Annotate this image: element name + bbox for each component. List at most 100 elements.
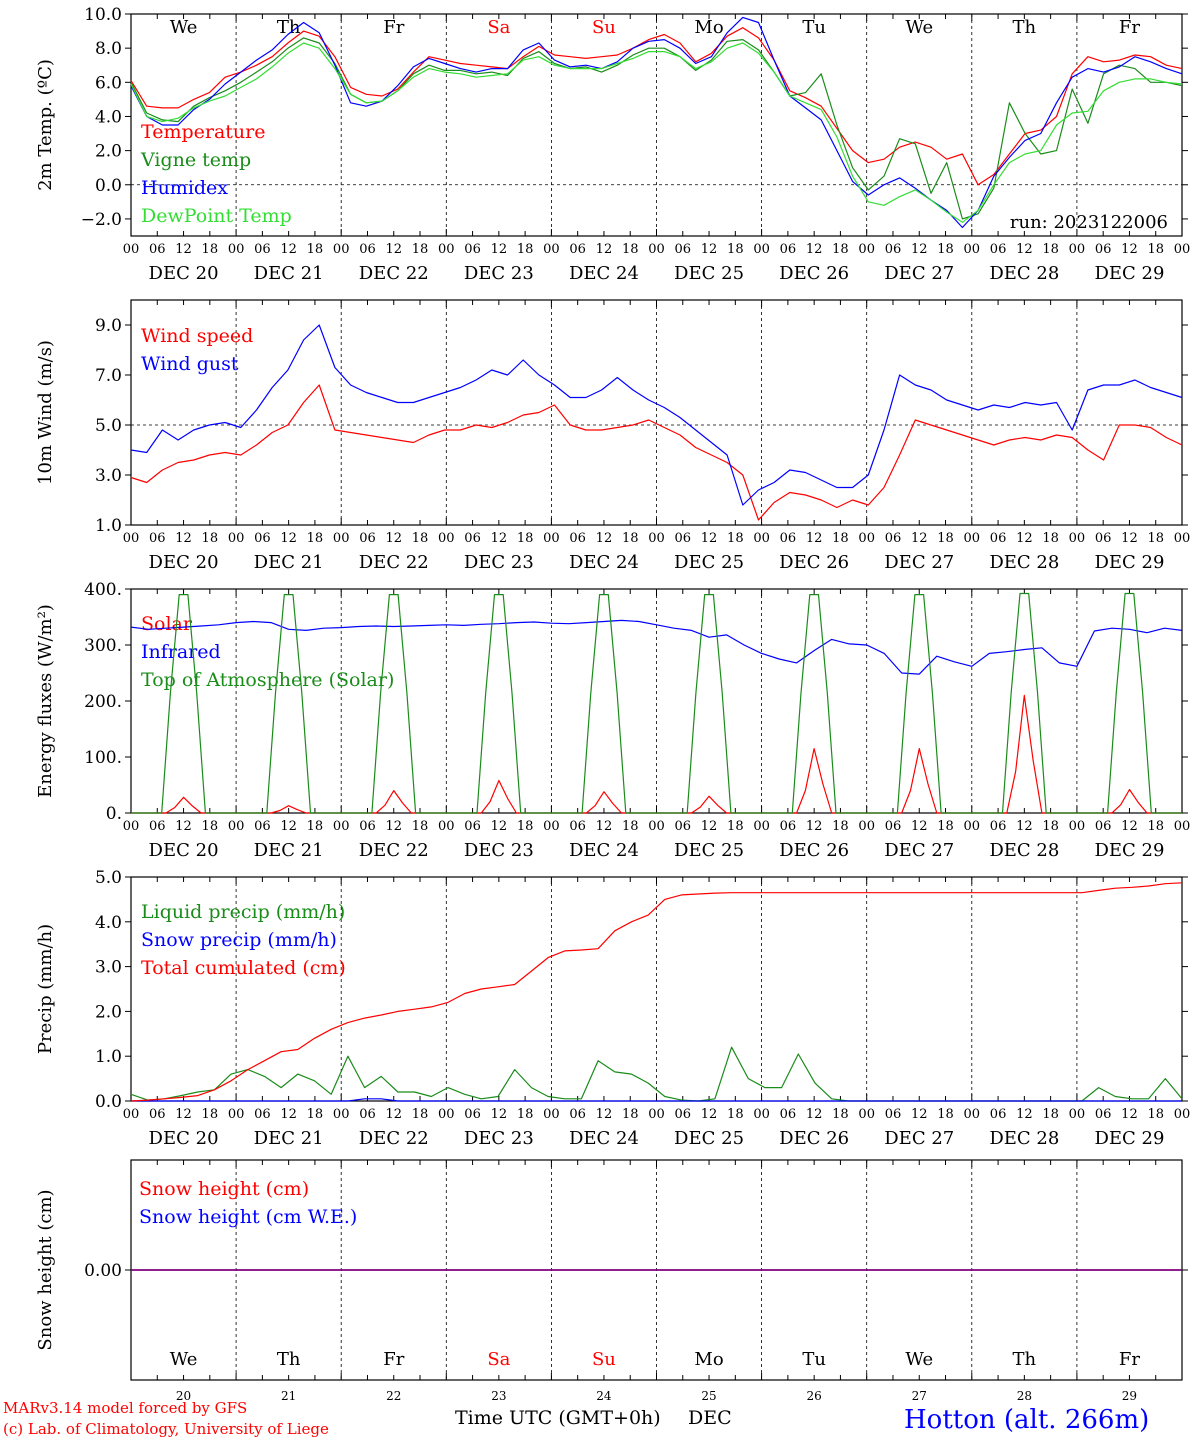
day-label: DEC 22 bbox=[359, 552, 429, 573]
day-label: DEC 24 bbox=[569, 840, 639, 861]
hour-tick-label: 00 bbox=[1069, 1107, 1086, 1122]
hour-tick-label: 00 bbox=[648, 819, 665, 834]
weekday-label: We bbox=[170, 1349, 198, 1370]
hour-tick-label: 00 bbox=[648, 242, 665, 257]
y-tick-label: 200. bbox=[84, 692, 122, 712]
day-label: DEC 28 bbox=[989, 263, 1059, 284]
day-label: DEC 22 bbox=[359, 1128, 429, 1149]
hour-tick-label: 00 bbox=[648, 1107, 665, 1122]
legend-entry: Humidex bbox=[141, 177, 228, 199]
hour-tick-label: 18 bbox=[1147, 819, 1164, 834]
day-label: DEC 25 bbox=[674, 1128, 744, 1149]
hour-tick-label: 00 bbox=[228, 242, 245, 257]
plot-frame bbox=[130, 588, 1183, 814]
y-tick-label: 3.0 bbox=[95, 958, 122, 978]
y-tick-label: 1.0 bbox=[95, 516, 122, 536]
day-label: DEC 28 bbox=[989, 1128, 1059, 1149]
weekday-label: We bbox=[905, 1349, 933, 1370]
weekday-label: Su bbox=[592, 1349, 616, 1370]
hour-tick-label: 12 bbox=[1121, 242, 1138, 257]
hour-tick-label: 06 bbox=[885, 1107, 902, 1122]
hour-tick-label: 12 bbox=[911, 819, 928, 834]
hour-tick-label: 06 bbox=[464, 819, 481, 834]
day-number-label: 26 bbox=[807, 1389, 822, 1403]
hour-tick-label: 06 bbox=[675, 1107, 692, 1122]
hour-tick-label: 12 bbox=[1016, 819, 1033, 834]
hour-tick-label: 18 bbox=[412, 1107, 429, 1122]
y-tick-label: 0.0 bbox=[95, 176, 122, 196]
hour-tick-label: 12 bbox=[491, 1107, 508, 1122]
hour-tick-label: 06 bbox=[254, 242, 271, 257]
hour-tick-label: 06 bbox=[464, 531, 481, 546]
hour-tick-label: 06 bbox=[149, 242, 166, 257]
hour-tick-label: 18 bbox=[517, 531, 534, 546]
hour-tick-label: 00 bbox=[1174, 1107, 1191, 1122]
day-label: DEC 22 bbox=[359, 840, 429, 861]
hour-tick-label: 18 bbox=[1147, 531, 1164, 546]
hour-tick-label: 12 bbox=[1016, 1107, 1033, 1122]
hour-tick-label: 18 bbox=[1147, 242, 1164, 257]
series-line-total-cumulated-cm- bbox=[130, 882, 1183, 1102]
y-tick-label: 7.0 bbox=[95, 366, 122, 386]
y-tick-label: 0.0 bbox=[95, 1092, 122, 1112]
day-label: DEC 29 bbox=[1094, 552, 1164, 573]
hour-tick-label: 12 bbox=[806, 242, 823, 257]
hour-tick-label: 06 bbox=[1095, 242, 1112, 257]
y-tick-label: 100. bbox=[84, 748, 122, 768]
hour-tick-label: 00 bbox=[438, 819, 455, 834]
hour-tick-label: 00 bbox=[1174, 531, 1191, 546]
series-line-top-of-atmosphere-solar- bbox=[131, 592, 1182, 814]
hour-tick-label: 18 bbox=[1042, 819, 1059, 834]
hour-tick-label: 00 bbox=[1069, 242, 1086, 257]
series-line-snow-precip-mm-h- bbox=[131, 1098, 1182, 1102]
hour-tick-label: 12 bbox=[280, 819, 297, 834]
hour-tick-label: 18 bbox=[1042, 1107, 1059, 1122]
day-label: DEC 24 bbox=[569, 263, 639, 284]
y-tick-label: 9.0 bbox=[95, 316, 122, 336]
hour-tick-label: 00 bbox=[438, 242, 455, 257]
hour-tick-label: 06 bbox=[990, 242, 1007, 257]
day-label: DEC 26 bbox=[779, 1128, 849, 1149]
hour-tick-label: 00 bbox=[123, 531, 140, 546]
hour-tick-label: 00 bbox=[543, 819, 560, 834]
weekday-label: Th bbox=[1013, 1349, 1037, 1370]
hour-tick-label: 18 bbox=[412, 531, 429, 546]
hour-tick-label: 06 bbox=[149, 531, 166, 546]
y-tick-label: 400. bbox=[84, 580, 122, 600]
day-label: DEC 25 bbox=[674, 552, 744, 573]
hour-tick-label: 18 bbox=[622, 819, 639, 834]
hour-tick-label: 18 bbox=[727, 242, 744, 257]
hour-tick-label: 06 bbox=[464, 1107, 481, 1122]
y-tick-label: 5.0 bbox=[95, 416, 122, 436]
hour-tick-label: 06 bbox=[359, 1107, 376, 1122]
hour-tick-label: 18 bbox=[727, 819, 744, 834]
hour-tick-label: 00 bbox=[858, 242, 875, 257]
weekday-label: Mo bbox=[694, 1349, 723, 1370]
y-tick-label: 4.0 bbox=[95, 107, 122, 127]
weekday-label: Sa bbox=[487, 1349, 510, 1370]
hour-tick-label: 00 bbox=[858, 1107, 875, 1122]
footer-model-text: MARv3.14 model forced by GFS bbox=[3, 1399, 247, 1417]
hour-tick-label: 18 bbox=[937, 819, 954, 834]
y-tick-label: 0. bbox=[106, 804, 122, 824]
hour-tick-label: 18 bbox=[622, 1107, 639, 1122]
hour-tick-label: 18 bbox=[517, 242, 534, 257]
station-name: Hotton (alt. 266m) bbox=[904, 1405, 1149, 1435]
day-label: DEC 23 bbox=[464, 552, 534, 573]
day-label: DEC 21 bbox=[254, 263, 324, 284]
y-tick-label: 3.0 bbox=[95, 466, 122, 486]
day-label: DEC 27 bbox=[884, 263, 954, 284]
plot-frame bbox=[130, 299, 1183, 526]
hour-tick-label: 12 bbox=[806, 531, 823, 546]
hour-tick-label: 18 bbox=[832, 819, 849, 834]
hour-tick-label: 12 bbox=[175, 1107, 192, 1122]
y-tick-label: 0.00 bbox=[84, 1261, 122, 1281]
hour-tick-label: 00 bbox=[123, 1107, 140, 1122]
hour-tick-label: 18 bbox=[307, 1107, 324, 1122]
series-line-wind-speed bbox=[130, 384, 1183, 521]
hour-tick-label: 06 bbox=[885, 819, 902, 834]
hour-tick-label: 12 bbox=[596, 819, 613, 834]
hour-tick-label: 12 bbox=[385, 531, 402, 546]
hour-tick-label: 06 bbox=[254, 1107, 271, 1122]
